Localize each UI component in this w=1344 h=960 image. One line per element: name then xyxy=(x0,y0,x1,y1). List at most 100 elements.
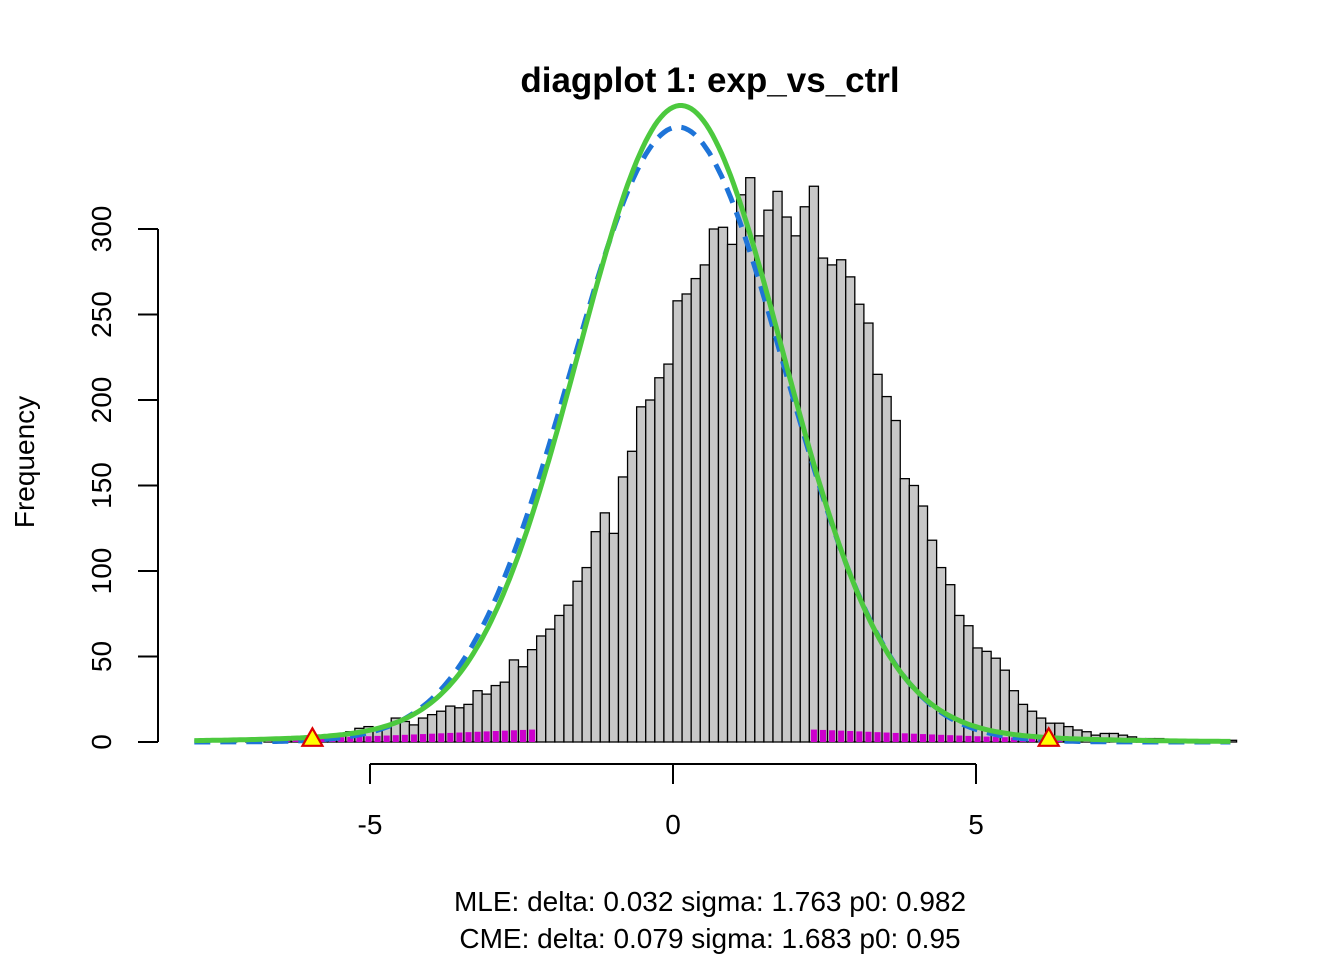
histogram-bar xyxy=(526,649,538,743)
y-axis: 0 50 100 150 200 250 300 xyxy=(86,206,159,750)
histogram-bar xyxy=(790,235,801,743)
histogram-bar xyxy=(735,194,747,743)
histogram-bar xyxy=(545,628,556,743)
y-tick-label: 0 xyxy=(86,734,117,750)
histogram-bar xyxy=(863,322,874,743)
alt-component-bar xyxy=(1029,738,1036,742)
alt-component-bar xyxy=(319,737,327,742)
histogram-bar xyxy=(672,300,683,743)
alt-component-bar xyxy=(365,736,372,742)
alt-component-bar xyxy=(1001,737,1008,742)
histogram-bar xyxy=(908,484,920,743)
alt-component-bar xyxy=(347,736,354,742)
histogram-bar xyxy=(699,264,711,743)
cme-fit-curve xyxy=(194,103,1231,744)
histogram-bar xyxy=(645,399,656,743)
y-tick-label: 200 xyxy=(86,377,117,424)
alt-component-bar xyxy=(519,729,527,742)
histogram-bar xyxy=(708,228,720,743)
alt-component-bar xyxy=(974,736,981,742)
histogram-bar xyxy=(626,450,638,743)
threshold-marker xyxy=(1036,726,1061,747)
x-tick-label: -5 xyxy=(358,809,383,840)
histogram-bar xyxy=(899,478,910,743)
histogram-bar xyxy=(563,604,574,743)
alt-component-bar xyxy=(492,731,499,742)
histogram-bar xyxy=(799,206,811,743)
alt-component-bar xyxy=(919,734,927,742)
alt-component-bar xyxy=(910,733,917,742)
alt-component-bar xyxy=(456,732,463,742)
histogram-bar xyxy=(536,635,547,743)
alt-component-bar xyxy=(947,735,954,742)
alt-component-bar xyxy=(838,730,845,742)
histogram-bar xyxy=(772,190,783,743)
histogram-bar xyxy=(854,303,865,743)
histogram-bar xyxy=(881,395,892,743)
alt-component-bar xyxy=(819,729,827,742)
histogram-bar xyxy=(835,259,847,743)
alt-component-bar xyxy=(401,734,408,742)
x-tick-label: 5 xyxy=(968,809,984,840)
histogram-bar xyxy=(926,539,938,743)
alt-component-bar xyxy=(529,729,536,742)
alt-component-bar xyxy=(874,732,881,742)
alt-component-bar xyxy=(965,735,972,742)
histogram-bar xyxy=(581,566,592,743)
alt-component-bar xyxy=(892,732,899,742)
alt-component-bar xyxy=(983,736,990,742)
x-axis: -5 0 5 xyxy=(358,763,984,840)
alt-component-bar xyxy=(865,731,872,742)
histogram-bar xyxy=(572,580,583,743)
y-tick-label: 100 xyxy=(86,548,117,595)
alt-component-bar xyxy=(438,733,445,742)
y-axis-label: Frequency xyxy=(9,396,40,528)
alt-component-bar xyxy=(465,732,472,742)
alt-component-bar xyxy=(429,733,436,742)
alt-component-bar xyxy=(383,735,390,742)
alt-component-bar xyxy=(856,731,863,742)
alt-component-bar xyxy=(474,731,481,742)
alt-component-bar xyxy=(483,731,490,742)
y-tick-label: 150 xyxy=(86,462,117,509)
histogram-bar xyxy=(890,419,901,743)
alt-component-bar xyxy=(501,730,508,742)
y-tick-label: 50 xyxy=(86,641,117,672)
histogram-bar xyxy=(781,216,792,743)
histogram-bar xyxy=(508,659,520,743)
y-tick-label: 300 xyxy=(86,206,117,253)
histogram-bar xyxy=(617,476,629,743)
histogram-bars xyxy=(199,177,1238,743)
histogram-bar xyxy=(872,373,883,743)
alt-component-bar xyxy=(938,734,945,742)
histogram-bar xyxy=(845,276,856,743)
mle-summary: MLE: delta: 0.032 sigma: 1.763 p0: 0.982 xyxy=(454,886,966,917)
alt-component-bar xyxy=(392,735,399,742)
histogram-bar xyxy=(663,363,674,743)
alt-component-bar xyxy=(929,734,936,742)
histogram-bar xyxy=(717,226,729,743)
alt-component-bar xyxy=(374,735,381,742)
alt-component-bar xyxy=(901,733,908,742)
histogram-bar xyxy=(754,235,765,743)
alt-component-bar xyxy=(410,734,417,742)
alt-component-bar xyxy=(510,730,517,742)
chart-title: diagplot 1: exp_vs_ctrl xyxy=(520,61,899,100)
alt-component-bar xyxy=(356,736,363,742)
y-tick-label: 250 xyxy=(86,291,117,338)
alt-component-bar xyxy=(447,732,454,742)
histogram-bar xyxy=(826,264,838,743)
alt-component-bar xyxy=(419,734,427,742)
x-tick-label: 0 xyxy=(665,809,681,840)
threshold-marker xyxy=(300,726,325,747)
histogram-bar xyxy=(608,532,620,743)
alt-component-bar xyxy=(992,736,999,742)
alt-component-bar xyxy=(956,735,963,742)
histogram-bar xyxy=(726,243,738,743)
histogram-bar xyxy=(917,505,929,743)
threshold-markers xyxy=(300,726,1061,747)
histogram-bar xyxy=(599,512,611,743)
alt-component-bar xyxy=(883,732,890,742)
alt-component-bar xyxy=(847,731,854,742)
